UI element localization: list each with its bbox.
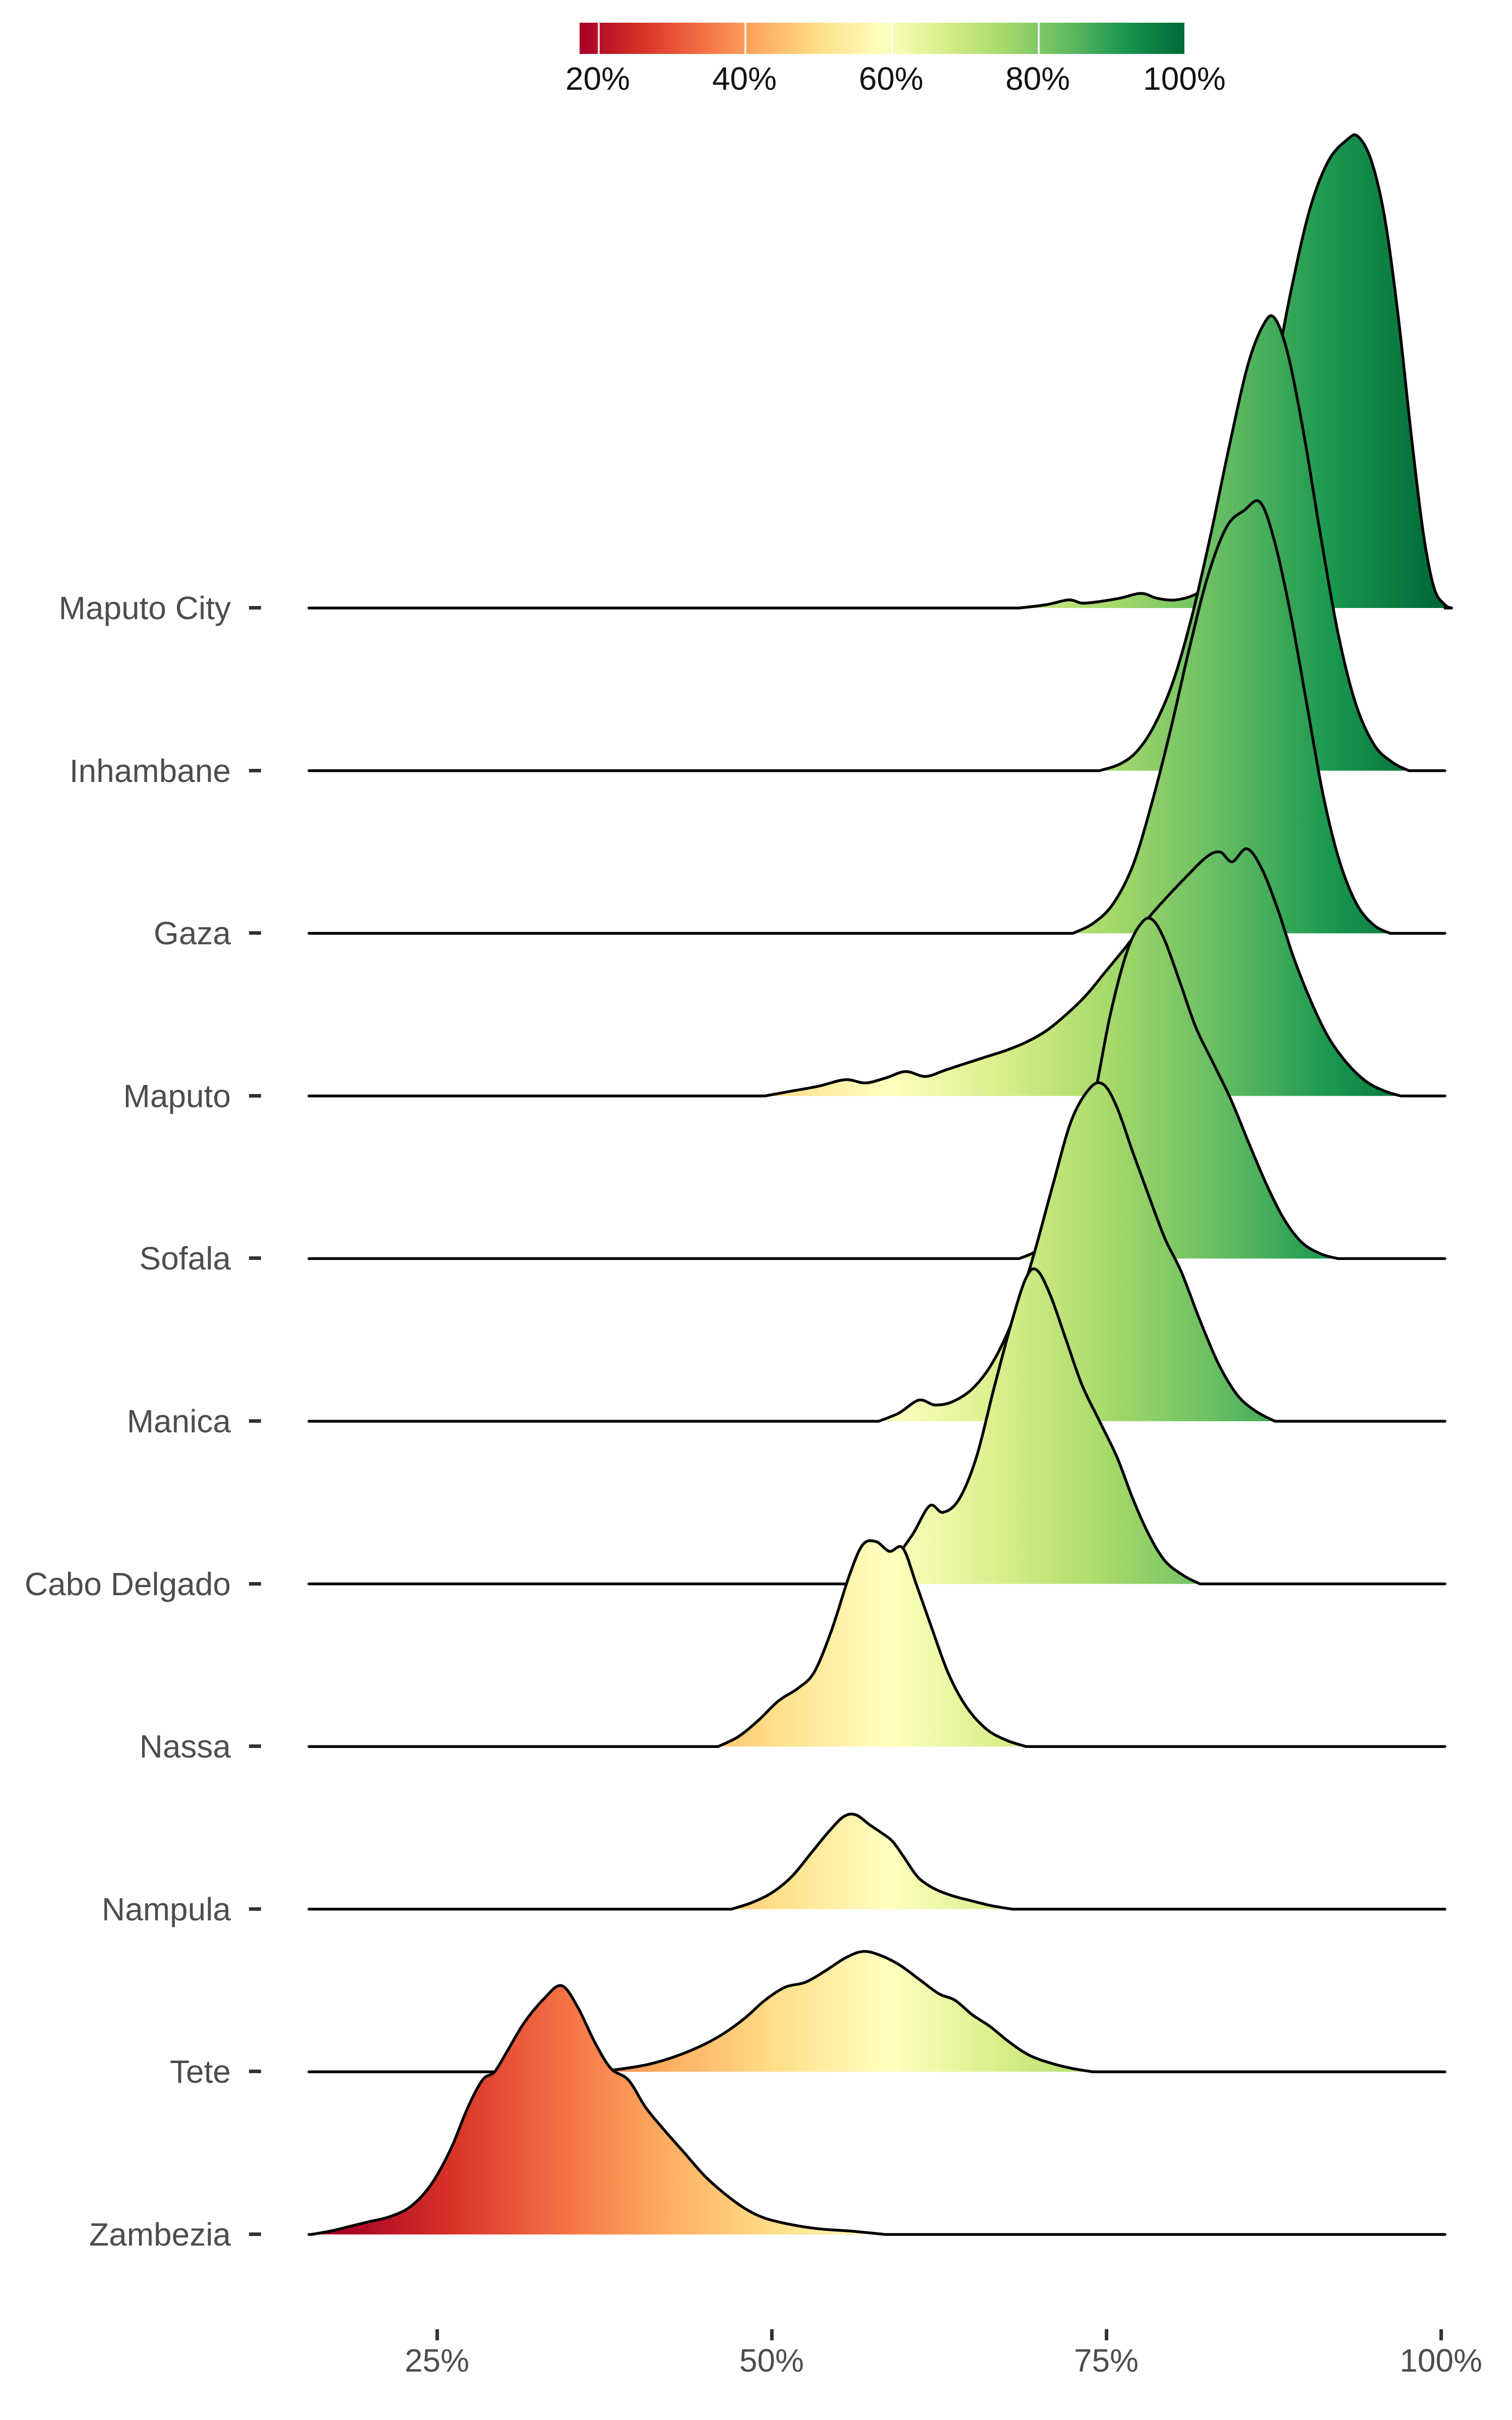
ridge-nampula [307, 1812, 1446, 1911]
ridge-zambezia [307, 1984, 1446, 2236]
legend-tick-mark [891, 23, 893, 54]
y-axis-label: Maputo City [58, 590, 231, 626]
y-axis-tick [249, 1907, 261, 1911]
y-axis-label: Maputo [123, 1078, 231, 1114]
x-axis-label: 100% [1400, 2342, 1482, 2379]
y-axis-label: Nassa [139, 1728, 231, 1765]
x-axis-label: 75% [1074, 2342, 1139, 2379]
y-axis-label: Gaza [154, 915, 231, 951]
legend-gradient-bar [580, 23, 1184, 54]
x-axis-label: 25% [404, 2342, 470, 2379]
x-axis-tick [1439, 2329, 1443, 2340]
legend-tick-mark [744, 23, 746, 54]
legend-tick-label: 60% [858, 60, 924, 97]
ridge-cabo-delgado [307, 1267, 1446, 1586]
y-axis-tick [249, 1094, 261, 1098]
y-axis-label: Inhambane [69, 753, 231, 789]
y-axis-tick [249, 931, 261, 935]
y-axis-label: Manica [127, 1403, 231, 1439]
x-axis-tick [770, 2329, 774, 2340]
x-axis-label: 50% [739, 2342, 804, 2379]
ridge-nassa [307, 1539, 1446, 1748]
legend-tick-label: 80% [1005, 60, 1070, 97]
legend-tick-mark [598, 23, 600, 54]
legend-tick-label: 20% [565, 60, 631, 97]
ridge-tete [307, 1950, 1446, 2074]
y-axis-tick [249, 2232, 261, 2236]
y-axis-tick [249, 606, 261, 610]
x-axis-tick [435, 2329, 439, 2340]
y-axis-label: Cabo Delgado [24, 1566, 231, 1602]
y-axis-label: Sofala [139, 1240, 231, 1277]
y-axis-tick [249, 1256, 261, 1260]
legend-tick-mark [1038, 23, 1040, 54]
y-axis-label: Zambezia [89, 2216, 231, 2253]
ridge-manica [307, 1081, 1446, 1423]
legend-tick-label: 40% [712, 60, 777, 97]
x-axis-tick [1105, 2329, 1108, 2340]
ridge-gaza [307, 499, 1446, 935]
y-axis-tick [249, 1419, 261, 1423]
y-axis-label: Nampula [101, 1891, 231, 1927]
legend-tick-label: 100% [1143, 60, 1226, 97]
ridge-maputo-city [307, 133, 1453, 610]
y-axis-tick [249, 769, 261, 772]
y-axis-tick [249, 1582, 261, 1586]
y-axis-label: Tete [170, 2053, 231, 2090]
y-axis-tick [249, 2070, 261, 2073]
y-axis-tick [249, 1744, 261, 1748]
